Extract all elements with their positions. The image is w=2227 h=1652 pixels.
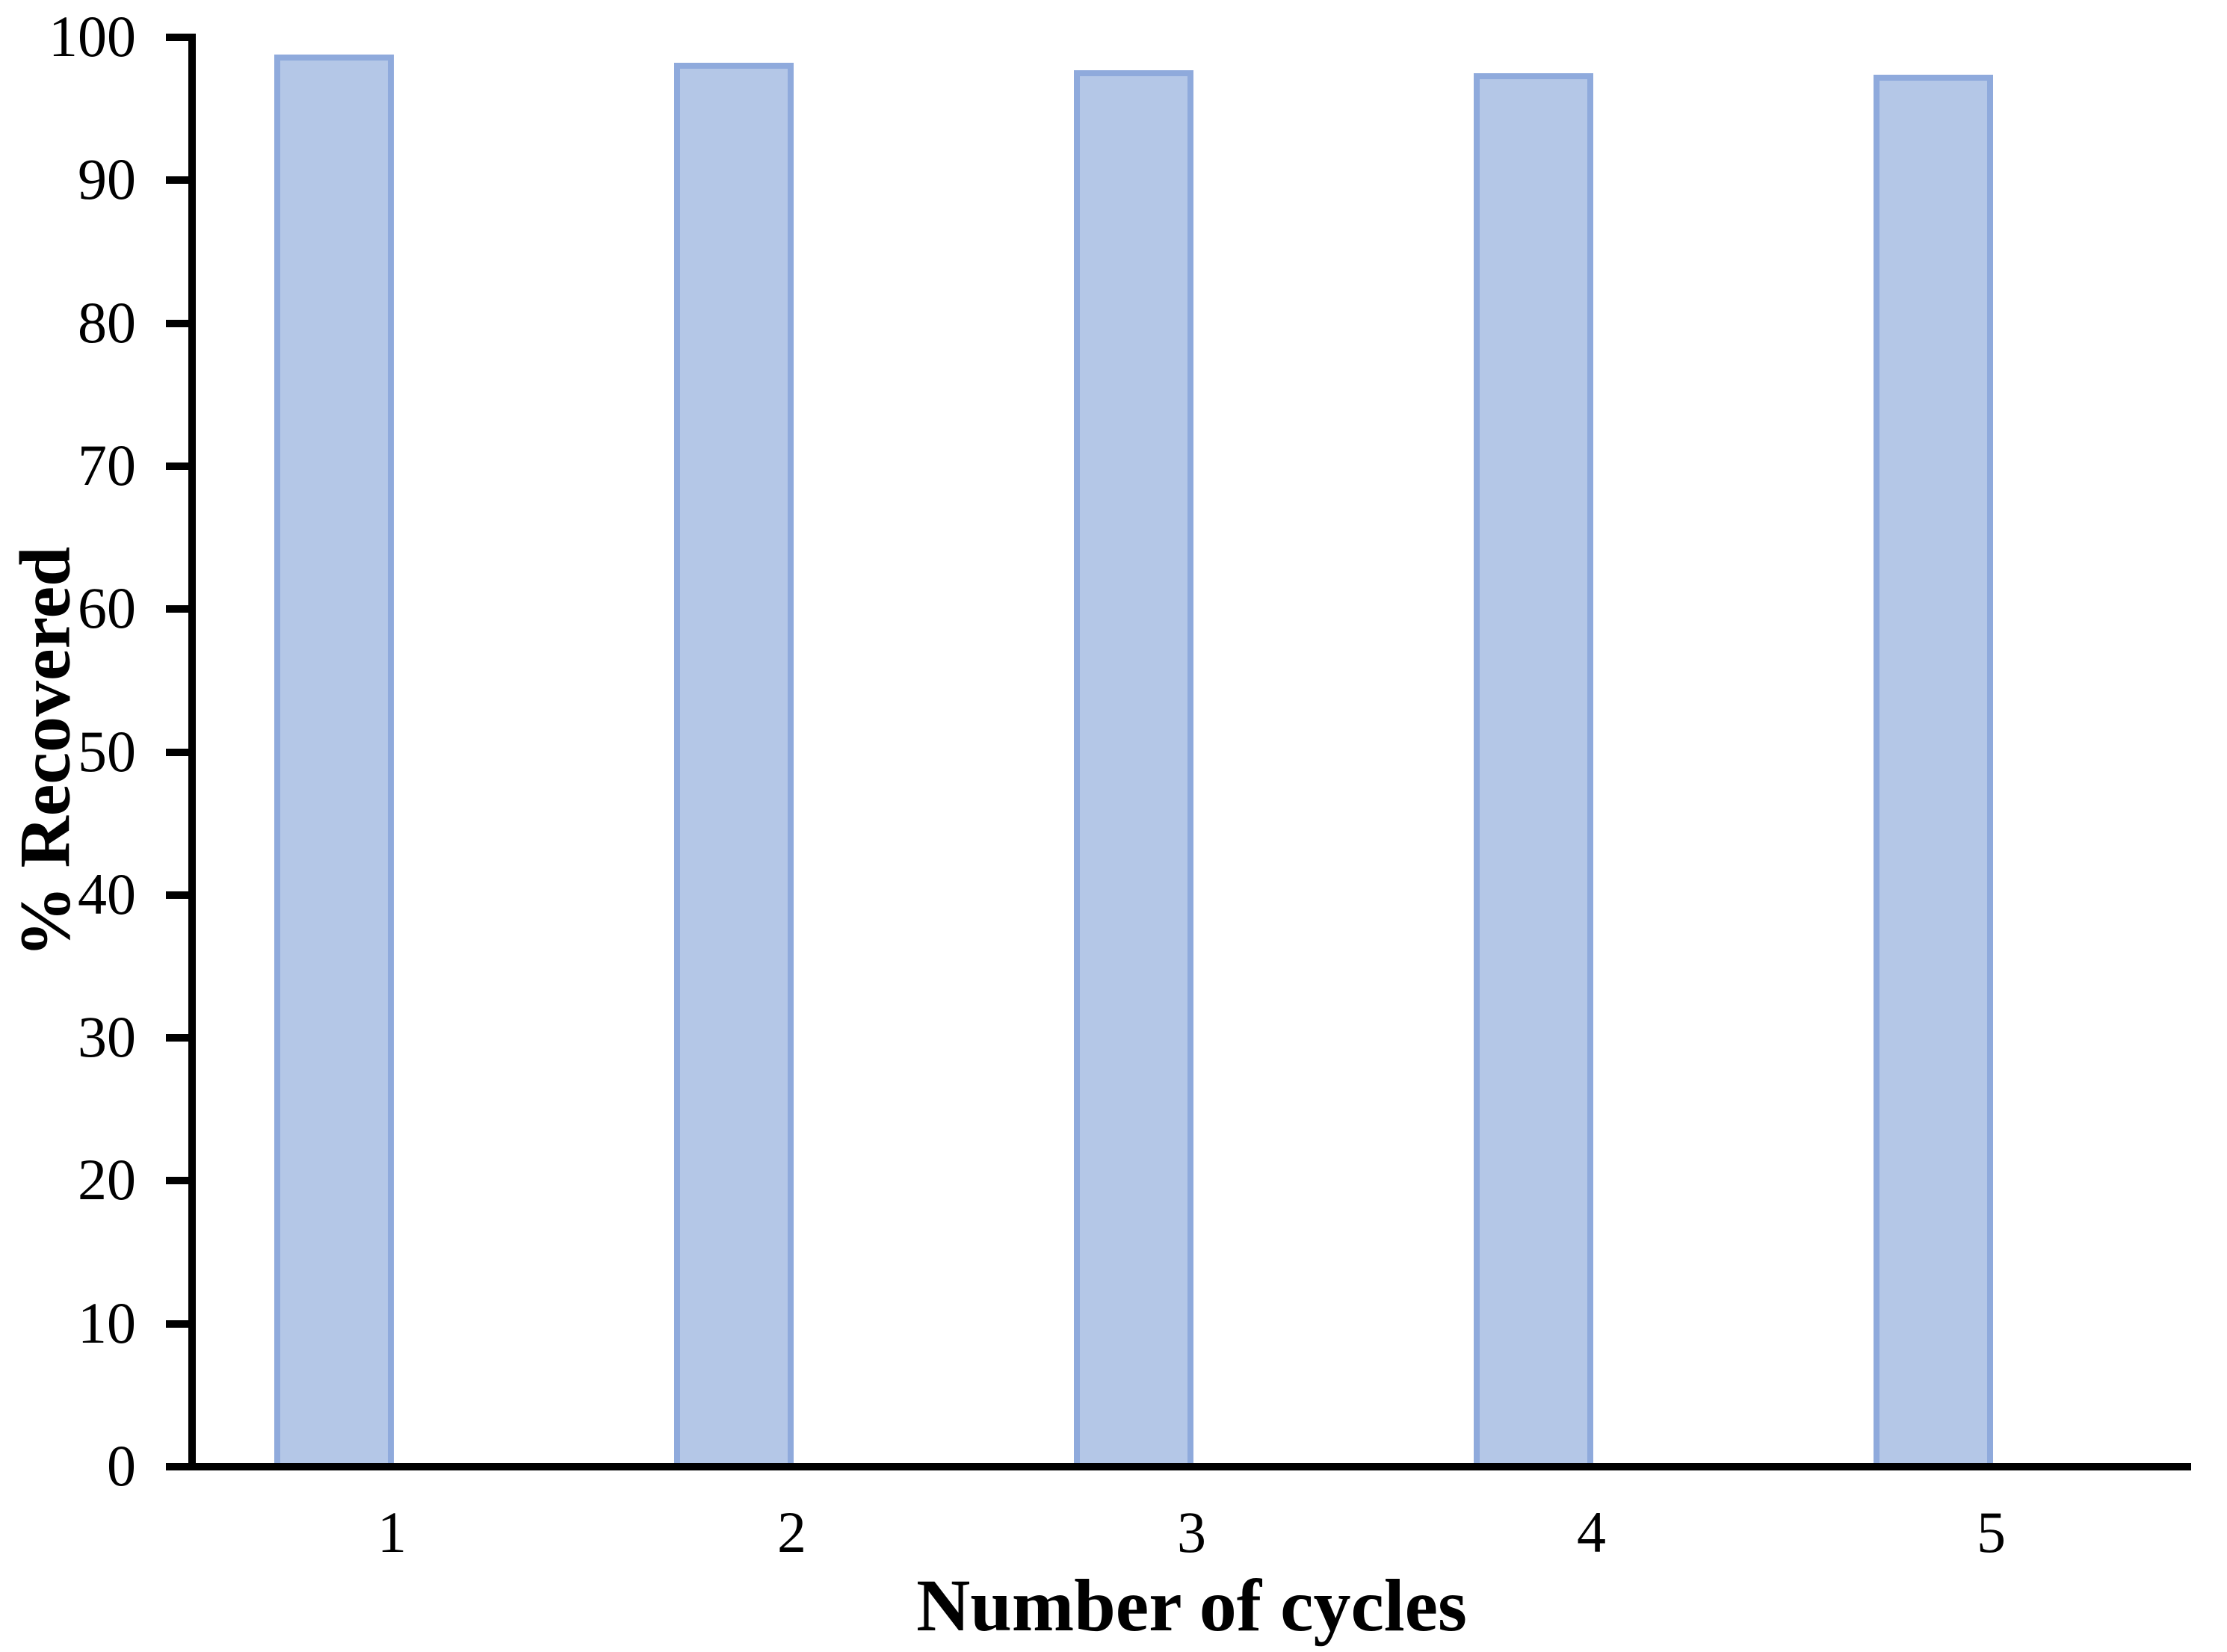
- y-tick-label: 60: [78, 575, 136, 641]
- y-tick-label: 50: [78, 718, 136, 784]
- bar: [673, 63, 794, 1470]
- y-tick-label: 100: [49, 4, 136, 69]
- y-axis-line: [188, 34, 196, 1470]
- bar: [1073, 69, 1193, 1470]
- y-axis-tick: [166, 34, 188, 41]
- y-axis-tick: [166, 605, 188, 613]
- x-tick-label: 4: [1577, 1500, 1606, 1565]
- bar: [1873, 74, 1993, 1470]
- y-tick-label: 30: [78, 1004, 136, 1070]
- y-tick-label: 90: [78, 146, 136, 212]
- y-axis-tick: [166, 319, 188, 327]
- y-tick-label: 70: [78, 432, 136, 498]
- y-axis-tick: [166, 176, 188, 185]
- y-tick-label: 20: [78, 1147, 136, 1213]
- x-axis-title: Number of cycles: [916, 1564, 1467, 1647]
- y-axis-tick: [166, 1320, 188, 1328]
- x-tick-label: 5: [1977, 1500, 2006, 1565]
- y-tick-label: 40: [78, 861, 136, 926]
- y-tick-label: 0: [107, 1433, 136, 1498]
- x-axis-line: [188, 1463, 2191, 1470]
- y-axis-tick: [166, 1034, 188, 1042]
- x-tick-label: 2: [777, 1500, 806, 1565]
- x-tick-label: 3: [1177, 1500, 1206, 1565]
- y-tick-label: 10: [78, 1290, 136, 1355]
- y-axis-tick: [166, 748, 188, 756]
- bar: [1473, 72, 1593, 1470]
- y-axis-tick: [166, 1177, 188, 1185]
- bar: [274, 54, 394, 1470]
- x-tick-label: 1: [377, 1500, 407, 1565]
- y-tick-label: 80: [78, 289, 136, 355]
- y-axis-tick: [166, 1463, 188, 1470]
- y-axis-tick: [166, 891, 188, 899]
- y-axis-tick: [166, 462, 188, 470]
